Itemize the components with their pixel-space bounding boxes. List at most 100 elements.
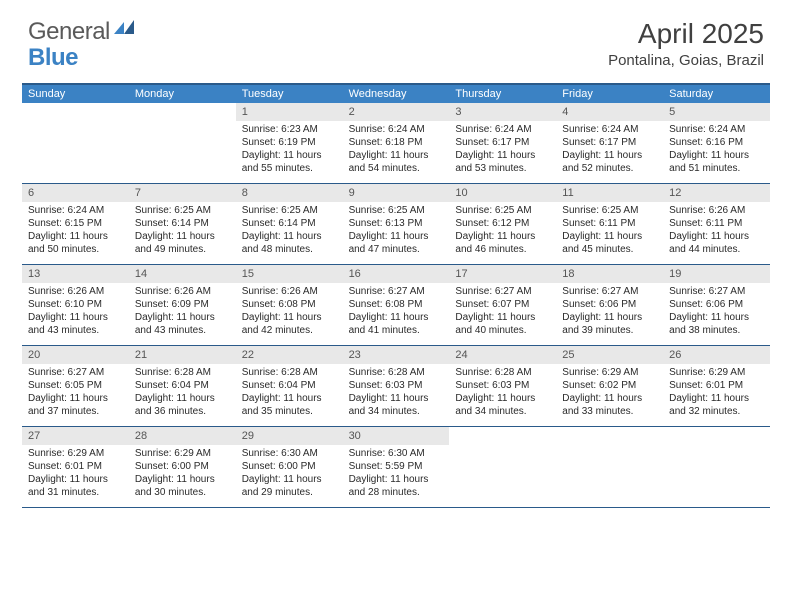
day-content: Sunrise: 6:25 AMSunset: 6:14 PMDaylight:…	[236, 204, 343, 256]
day-number: 15	[236, 265, 343, 283]
sunrise-line: Sunrise: 6:29 AM	[562, 366, 657, 379]
day-cell: 28Sunrise: 6:29 AMSunset: 6:00 PMDayligh…	[129, 427, 236, 507]
day-number: 5	[663, 103, 770, 121]
sunrise-line: Sunrise: 6:29 AM	[669, 366, 764, 379]
day-number: 30	[343, 427, 450, 445]
sunset-line: Sunset: 6:04 PM	[242, 379, 337, 392]
day-cell: 24Sunrise: 6:28 AMSunset: 6:03 PMDayligh…	[449, 346, 556, 426]
daylight-line: Daylight: 11 hours and 52 minutes.	[562, 149, 657, 175]
daylight-line: Daylight: 11 hours and 55 minutes.	[242, 149, 337, 175]
day-number: 8	[236, 184, 343, 202]
day-number: 11	[556, 184, 663, 202]
sunrise-line: Sunrise: 6:29 AM	[28, 447, 123, 460]
daylight-line: Daylight: 11 hours and 54 minutes.	[349, 149, 444, 175]
day-number: 13	[22, 265, 129, 283]
day-cell: 4Sunrise: 6:24 AMSunset: 6:17 PMDaylight…	[556, 103, 663, 183]
sunset-line: Sunset: 6:16 PM	[669, 136, 764, 149]
sunset-line: Sunset: 6:06 PM	[562, 298, 657, 311]
day-cell: 8 Sunrise: 6:25 AMSunset: 6:14 PMDaylight…	[236, 184, 343, 264]
sunrise-line: Sunrise: 6:26 AM	[242, 285, 337, 298]
day-content: Sunrise: 6:27 AMSunset: 6:05 PMDaylight:…	[22, 366, 129, 418]
day-cell: 22Sunrise: 6:28 AMSunset: 6:04 PMDayligh…	[236, 346, 343, 426]
sunrise-line: Sunrise: 6:28 AM	[135, 366, 230, 379]
sunrise-line: Sunrise: 6:25 AM	[455, 204, 550, 217]
week-row: 13Sunrise: 6:26 AMSunset: 6:10 PMDayligh…	[22, 265, 770, 346]
sunset-line: Sunset: 6:00 PM	[135, 460, 230, 473]
daylight-line: Daylight: 11 hours and 44 minutes.	[669, 230, 764, 256]
sunset-line: Sunset: 6:15 PM	[28, 217, 123, 230]
daylight-line: Daylight: 11 hours and 45 minutes.	[562, 230, 657, 256]
day-content: Sunrise: 6:28 AMSunset: 6:03 PMDaylight:…	[343, 366, 450, 418]
day-number: 14	[129, 265, 236, 283]
day-number: 9	[343, 184, 450, 202]
day-cell: 17Sunrise: 6:27 AMSunset: 6:07 PMDayligh…	[449, 265, 556, 345]
day-cell: 29Sunrise: 6:30 AMSunset: 6:00 PMDayligh…	[236, 427, 343, 507]
sunset-line: Sunset: 6:03 PM	[349, 379, 444, 392]
day-content: Sunrise: 6:28 AMSunset: 6:04 PMDaylight:…	[236, 366, 343, 418]
sunrise-line: Sunrise: 6:26 AM	[135, 285, 230, 298]
day-cell: 6 Sunrise: 6:24 AMSunset: 6:15 PMDaylight…	[22, 184, 129, 264]
day-cell: 5 Sunrise: 6:24 AMSunset: 6:16 PMDaylight…	[663, 103, 770, 183]
week-row: 20Sunrise: 6:27 AMSunset: 6:05 PMDayligh…	[22, 346, 770, 427]
sunrise-line: Sunrise: 6:27 AM	[28, 366, 123, 379]
daylight-line: Daylight: 11 hours and 46 minutes.	[455, 230, 550, 256]
daylight-line: Daylight: 11 hours and 53 minutes.	[455, 149, 550, 175]
day-number: 21	[129, 346, 236, 364]
month-title: April 2025	[608, 18, 764, 50]
sunrise-line: Sunrise: 6:30 AM	[242, 447, 337, 460]
daylight-line: Daylight: 11 hours and 36 minutes.	[135, 392, 230, 418]
day-content: Sunrise: 6:29 AMSunset: 6:01 PMDaylight:…	[663, 366, 770, 418]
day-cell: 16Sunrise: 6:27 AMSunset: 6:08 PMDayligh…	[343, 265, 450, 345]
daylight-line: Daylight: 11 hours and 43 minutes.	[135, 311, 230, 337]
sunrise-line: Sunrise: 6:25 AM	[349, 204, 444, 217]
day-content: Sunrise: 6:28 AMSunset: 6:04 PMDaylight:…	[129, 366, 236, 418]
logo-text-general: General	[28, 18, 110, 46]
day-cell: 30Sunrise: 6:30 AMSunset: 5:59 PMDayligh…	[343, 427, 450, 507]
day-content: Sunrise: 6:25 AMSunset: 6:14 PMDaylight:…	[129, 204, 236, 256]
day-cell: 11 Sunrise: 6:25 AMSunset: 6:11 PMDayligh…	[556, 184, 663, 264]
day-number: 19	[663, 265, 770, 283]
day-content: Sunrise: 6:27 AMSunset: 6:06 PMDaylight:…	[556, 285, 663, 337]
sunrise-line: Sunrise: 6:24 AM	[669, 123, 764, 136]
weekday-header: Sunday	[22, 85, 129, 103]
day-cell: 1Sunrise: 6:23 AMSunset: 6:19 PMDaylight…	[236, 103, 343, 183]
sunset-line: Sunset: 6:17 PM	[455, 136, 550, 149]
day-number: 18	[556, 265, 663, 283]
sunrise-line: Sunrise: 6:24 AM	[562, 123, 657, 136]
day-content: Sunrise: 6:23 AMSunset: 6:19 PMDaylight:…	[236, 123, 343, 175]
day-number: 6	[22, 184, 129, 202]
sunrise-line: Sunrise: 6:26 AM	[28, 285, 123, 298]
day-number: 17	[449, 265, 556, 283]
day-content: Sunrise: 6:25 AMSunset: 6:12 PMDaylight:…	[449, 204, 556, 256]
daylight-line: Daylight: 11 hours and 51 minutes.	[669, 149, 764, 175]
sunrise-line: Sunrise: 6:27 AM	[669, 285, 764, 298]
sunset-line: Sunset: 6:17 PM	[562, 136, 657, 149]
daylight-line: Daylight: 11 hours and 34 minutes.	[455, 392, 550, 418]
day-cell-empty	[22, 103, 129, 183]
day-content: Sunrise: 6:25 AMSunset: 6:11 PMDaylight:…	[556, 204, 663, 256]
day-cell-empty	[556, 427, 663, 507]
daylight-line: Daylight: 11 hours and 34 minutes.	[349, 392, 444, 418]
week-row: 27Sunrise: 6:29 AMSunset: 6:01 PMDayligh…	[22, 427, 770, 508]
day-cell: 12Sunrise: 6:26 AMSunset: 6:11 PMDayligh…	[663, 184, 770, 264]
sunset-line: Sunset: 6:03 PM	[455, 379, 550, 392]
day-content: Sunrise: 6:24 AMSunset: 6:15 PMDaylight:…	[22, 204, 129, 256]
sunset-line: Sunset: 6:18 PM	[349, 136, 444, 149]
sunset-line: Sunset: 6:01 PM	[669, 379, 764, 392]
daylight-line: Daylight: 11 hours and 41 minutes.	[349, 311, 444, 337]
sunset-line: Sunset: 6:14 PM	[135, 217, 230, 230]
daylight-line: Daylight: 11 hours and 30 minutes.	[135, 473, 230, 499]
day-cell: 3Sunrise: 6:24 AMSunset: 6:17 PMDaylight…	[449, 103, 556, 183]
weekday-row: SundayMondayTuesdayWednesdayThursdayFrid…	[22, 85, 770, 103]
weekday-header: Monday	[129, 85, 236, 103]
sunrise-line: Sunrise: 6:27 AM	[455, 285, 550, 298]
sunrise-line: Sunrise: 6:25 AM	[135, 204, 230, 217]
logo-arrow-icon	[114, 18, 136, 41]
day-cell: 27Sunrise: 6:29 AMSunset: 6:01 PMDayligh…	[22, 427, 129, 507]
day-content: Sunrise: 6:29 AMSunset: 6:02 PMDaylight:…	[556, 366, 663, 418]
daylight-line: Daylight: 11 hours and 37 minutes.	[28, 392, 123, 418]
daylight-line: Daylight: 11 hours and 35 minutes.	[242, 392, 337, 418]
sunrise-line: Sunrise: 6:27 AM	[562, 285, 657, 298]
logo-text-blue: Blue	[28, 44, 78, 71]
day-cell: 26Sunrise: 6:29 AMSunset: 6:01 PMDayligh…	[663, 346, 770, 426]
